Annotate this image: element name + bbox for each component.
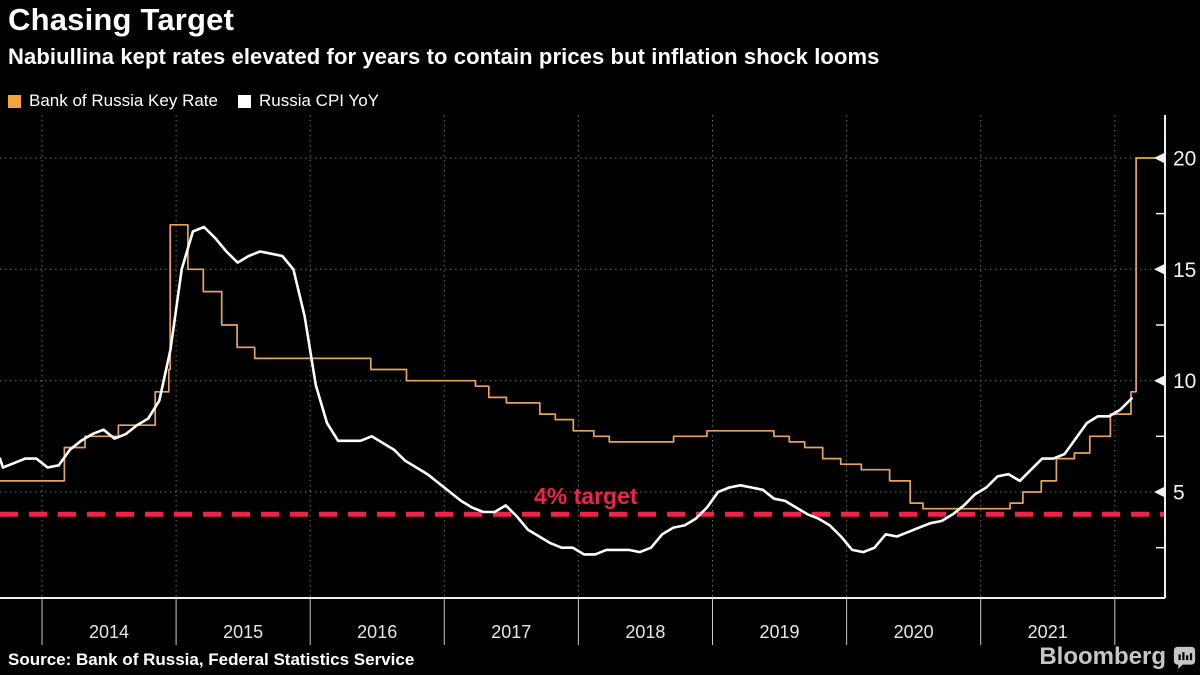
- x-axis-label: 2017: [491, 622, 531, 642]
- page-title: Chasing Target: [8, 2, 235, 37]
- bloomberg-wordmark: Bloomberg: [1039, 643, 1166, 670]
- y-axis-label: 5: [1173, 482, 1185, 505]
- y-axis-label: 15: [1173, 259, 1196, 282]
- x-axis-label: 2014: [89, 622, 129, 642]
- x-axis-label: 2020: [894, 622, 934, 642]
- chart-legend: Bank of Russia Key Rate Russia CPI YoY: [8, 91, 379, 111]
- series-cpi: [0, 225, 1133, 556]
- bloomberg-logo: Bloomberg: [1039, 643, 1196, 671]
- series-key-rate: [0, 157, 1166, 510]
- x-axis-label: 2019: [759, 622, 799, 642]
- x-axis-label: 2021: [1028, 622, 1068, 642]
- y-axis-label: 10: [1173, 370, 1196, 393]
- page-subtitle: Nabiullina kept rates elevated for years…: [8, 44, 880, 69]
- x-axis-label: 2015: [223, 622, 263, 642]
- legend-swatch-cpi-icon: [237, 94, 251, 108]
- x-axis-label: 2016: [357, 622, 397, 642]
- y-tick-arrow-icon: [1154, 486, 1165, 498]
- legend-item-key-rate: Bank of Russia Key Rate: [8, 91, 218, 111]
- y-axis-label: 20: [1173, 148, 1196, 171]
- y-tick-arrow-icon: [1154, 152, 1165, 164]
- y-tick-arrow-icon: [1154, 375, 1165, 387]
- legend-label-key-rate: Bank of Russia Key Rate: [29, 91, 218, 110]
- legend-swatch-key-rate-icon: [8, 94, 21, 108]
- x-axis-label: 2018: [625, 622, 665, 642]
- legend-item-cpi: Russia CPI YoY: [237, 91, 379, 111]
- bloomberg-terminal-icon: [1173, 646, 1196, 669]
- target-line-label: 4% target: [534, 483, 638, 509]
- source-note: Source: Bank of Russia, Federal Statisti…: [8, 650, 415, 669]
- legend-label-cpi: Russia CPI YoY: [258, 91, 379, 110]
- y-tick-arrow-icon: [1154, 263, 1165, 275]
